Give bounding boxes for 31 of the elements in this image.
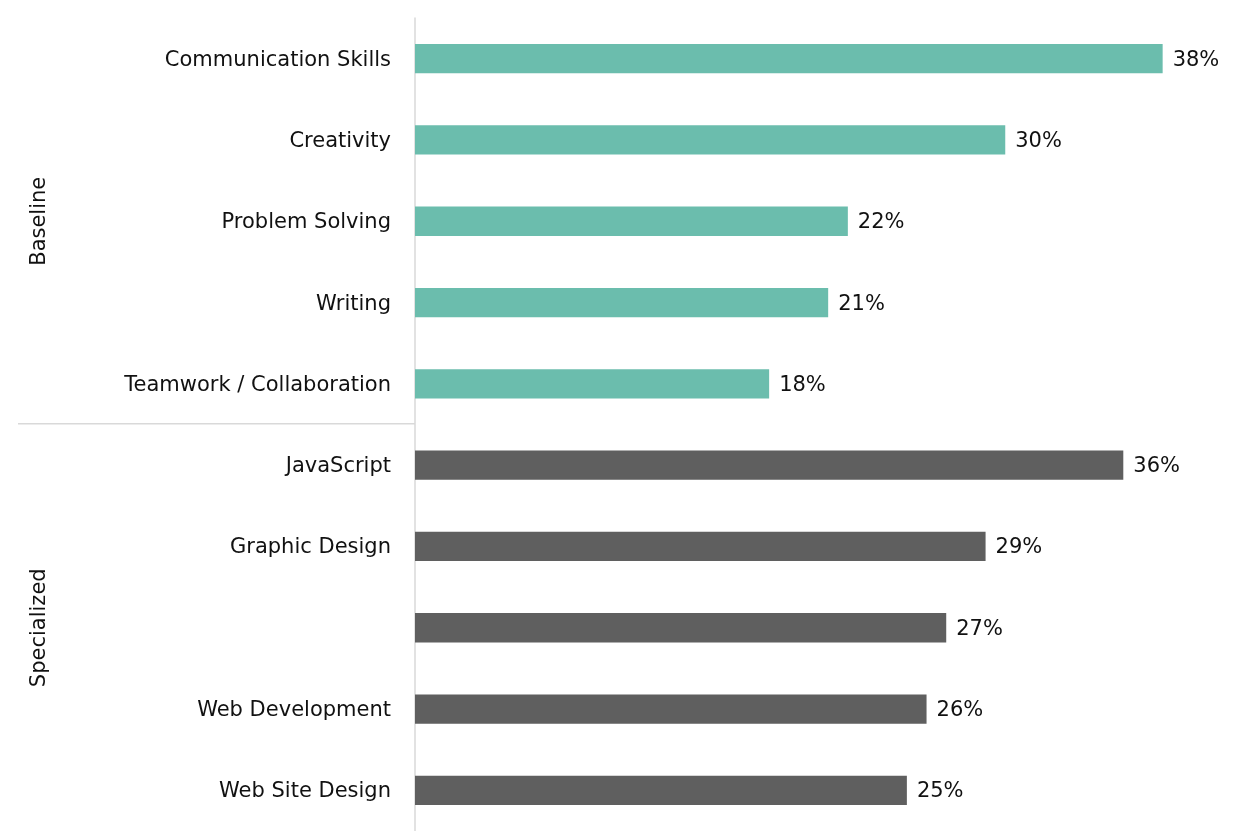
text: Specialized [26, 568, 50, 688]
y-tick-label: Writing [316, 290, 391, 315]
y-tick-label: Web Development [197, 697, 391, 722]
data-label: 38% [1172, 46, 1220, 71]
bar [415, 531, 986, 562]
y-tick-label: Graphic Design [230, 534, 391, 559]
y-tick-label: Communication Skills [164, 46, 391, 71]
data-label: 22% [857, 209, 905, 234]
bar [415, 775, 907, 805]
y-tick-label: Teamwork / Collaboration [123, 371, 391, 396]
data-label: 25% [916, 778, 964, 803]
data-label: 18% [779, 371, 826, 396]
data-label: 30% [1015, 127, 1062, 152]
data-label: 29% [995, 534, 1043, 559]
y-tick-label: Web Site Design [219, 778, 391, 803]
data-label: 27% [956, 615, 1003, 640]
bar [415, 369, 770, 399]
bar [415, 287, 829, 318]
bar [415, 125, 1006, 155]
bar [415, 694, 927, 724]
y-tick-label: JavaScript [283, 453, 391, 478]
data-label: 26% [936, 697, 984, 722]
y-tick-label: Creativity [289, 127, 391, 152]
y-tick-label: Problem Solving [221, 209, 391, 234]
text: Baseline [26, 176, 50, 266]
data-label: 36% [1133, 453, 1180, 478]
bar [415, 450, 1124, 480]
bar [415, 206, 848, 236]
bar [415, 44, 1163, 74]
data-label: 21% [838, 290, 885, 315]
bar [415, 613, 947, 643]
